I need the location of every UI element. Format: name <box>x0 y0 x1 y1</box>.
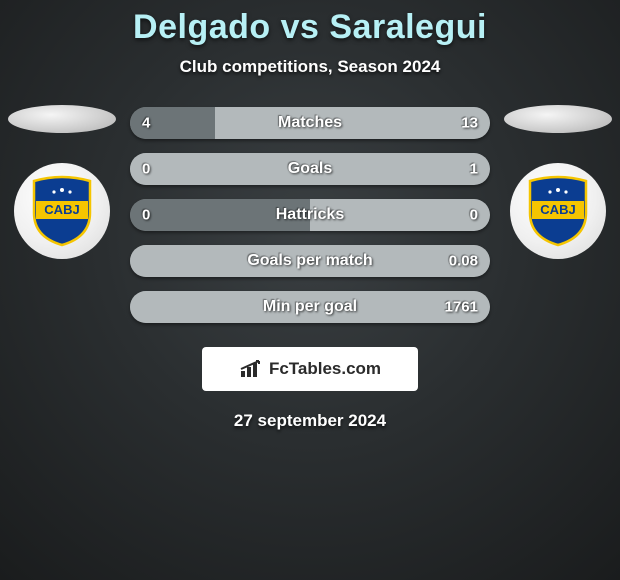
crest-left-icon: CABJ <box>30 175 94 247</box>
stat-bar-left <box>130 199 310 231</box>
subtitle: Club competitions, Season 2024 <box>0 57 620 77</box>
stat-bar-right <box>215 107 490 139</box>
stat-bar-right <box>130 245 490 277</box>
crest-left-text: CABJ <box>44 202 79 217</box>
player-left-crest: CABJ <box>14 163 110 259</box>
date-text: 27 september 2024 <box>0 411 620 431</box>
stat-bar-right <box>130 291 490 323</box>
player-left-column: CABJ <box>4 107 120 259</box>
brand-text: FcTables.com <box>269 359 381 379</box>
comparison-row: CABJ Matches413 Goals01 Hattricks00 Goals p… <box>0 107 620 323</box>
player-right-crest: CABJ <box>510 163 606 259</box>
brand-box: FcTables.com <box>202 347 418 391</box>
stats-column: Matches413 Goals01 Hattricks00 Goals per ma… <box>130 107 490 323</box>
stat-row: Min per goal1761 <box>130 291 490 323</box>
stat-row: Goals01 <box>130 153 490 185</box>
stat-bar-right <box>310 199 490 231</box>
crest-right-text: CABJ <box>540 202 575 217</box>
player-right-oval <box>504 105 612 133</box>
stat-row: Goals per match0.08 <box>130 245 490 277</box>
crest-right-icon: CABJ <box>526 175 590 247</box>
chart-icon <box>239 359 265 379</box>
stat-bar-right <box>130 153 490 185</box>
page-title: Delgado vs Saralegui <box>0 8 620 47</box>
stat-row: Hattricks00 <box>130 199 490 231</box>
player-right-column: CABJ <box>500 107 616 259</box>
stat-row: Matches413 <box>130 107 490 139</box>
player-left-oval <box>8 105 116 133</box>
stat-bar-left <box>130 107 215 139</box>
